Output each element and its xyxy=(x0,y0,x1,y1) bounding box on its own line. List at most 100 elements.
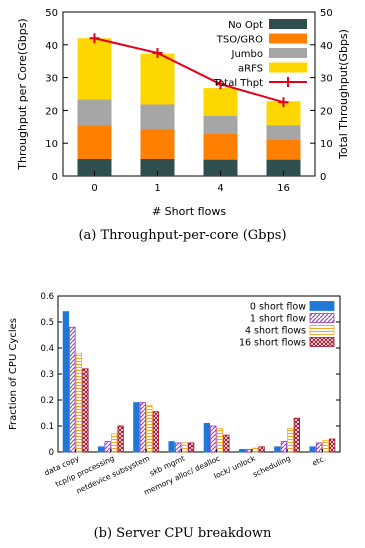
bar-segment xyxy=(77,125,112,159)
y2-tick-label: 0 xyxy=(320,172,326,183)
legend-label: No Opt xyxy=(228,20,263,31)
y-tick-label: 0.3 xyxy=(40,370,54,380)
y-tick-label: 0 xyxy=(49,448,54,458)
y-tick-label: 30 xyxy=(45,74,58,85)
y-tick-label: 0.1 xyxy=(40,422,54,432)
y-axis-title: Fraction of CPU Cycles xyxy=(8,318,19,430)
bar-segment xyxy=(77,158,112,176)
bar-segment xyxy=(77,38,112,100)
y-tick-label: 20 xyxy=(45,106,58,117)
chart2-caption: (b) Server CPU breakdown xyxy=(93,526,272,541)
bar-segment xyxy=(266,101,301,126)
x-tick-label: etc. xyxy=(311,454,328,468)
legend-swatch xyxy=(309,313,335,323)
bar-segment xyxy=(140,158,175,176)
x-tick-label: 0 xyxy=(91,183,97,194)
bar xyxy=(309,446,316,453)
legend-swatch xyxy=(309,301,335,311)
bar-segment xyxy=(140,53,175,105)
bar xyxy=(62,311,70,453)
bar xyxy=(210,425,217,453)
y2-tick-label: 50 xyxy=(320,8,333,19)
y-tick-label: 0.6 xyxy=(40,292,54,302)
y2-tick-label: 30 xyxy=(320,74,333,85)
y2-tick-label: 10 xyxy=(320,139,333,150)
y-axis-title: Throughput per Core(Gbps) xyxy=(16,18,29,170)
x-tick-label: scheduling xyxy=(251,454,292,479)
total-thpt-line xyxy=(94,37,284,104)
bar xyxy=(223,434,230,453)
throughput-chart: 0 0 10 10 20 20 30 30 40 40 50 50 0 1 4 16 No Opt TSO/GRO… xyxy=(16,8,350,218)
bar xyxy=(104,441,111,453)
legend-swatch xyxy=(309,337,335,347)
bar xyxy=(280,441,288,453)
y-tick-label: 10 xyxy=(45,139,58,150)
bar xyxy=(216,428,224,453)
bar-segment xyxy=(203,88,238,116)
plot-frame xyxy=(62,11,316,177)
bar xyxy=(322,439,329,453)
x-tick-label: 1 xyxy=(154,183,160,194)
chart1-caption: (a) Throughput-per-core (Gbps) xyxy=(78,228,287,243)
legend-swatch xyxy=(269,62,307,73)
legend-label: 0 short flow xyxy=(250,302,306,313)
bar xyxy=(287,428,294,453)
total-thpt-point xyxy=(152,48,163,58)
y-tick-label: 0.5 xyxy=(40,318,54,328)
bar xyxy=(293,417,301,453)
y2-axis-title: Total Throughput(Gbps) xyxy=(337,29,350,160)
bar-segment xyxy=(77,99,112,126)
bar xyxy=(245,448,252,453)
y-tick-label: 0.4 xyxy=(40,344,54,354)
x-axis-title: # Short flows xyxy=(152,205,226,218)
legend-label: aRFS xyxy=(238,64,263,75)
bar xyxy=(181,442,188,453)
bar xyxy=(110,433,118,453)
bar xyxy=(274,446,281,453)
bar xyxy=(146,404,153,453)
bar-segment xyxy=(203,134,238,160)
y-tick-label: 50 xyxy=(45,8,58,19)
legend-swatch xyxy=(269,19,307,29)
bar xyxy=(69,326,76,453)
bar xyxy=(238,448,246,453)
bar xyxy=(139,402,147,453)
bar xyxy=(75,352,83,453)
y-tick-label: 40 xyxy=(45,41,58,52)
bar-segment xyxy=(266,139,301,160)
legend-label: Jumbo xyxy=(231,49,264,60)
total-thpt-point xyxy=(278,97,289,108)
bar xyxy=(117,425,124,453)
total-thpt-point xyxy=(89,33,100,44)
legend-swatch xyxy=(269,33,307,44)
legend-swatch xyxy=(269,48,307,58)
bar-segment xyxy=(266,159,301,176)
legend-label: Total Thpt xyxy=(213,78,263,89)
bar xyxy=(187,442,195,453)
bar xyxy=(133,402,140,453)
legend-marker xyxy=(283,77,293,87)
bar xyxy=(315,442,323,453)
y2-tick-label: 20 xyxy=(320,106,333,117)
bar-segment xyxy=(203,115,238,135)
bar-segment xyxy=(203,159,238,176)
y-tick-label: 0.2 xyxy=(40,396,54,406)
bar xyxy=(82,368,89,453)
bar xyxy=(203,422,211,453)
legend-label: 1 short flow xyxy=(250,314,306,325)
bar xyxy=(152,411,160,453)
bar xyxy=(174,442,182,453)
y-tick-label: 0 xyxy=(52,172,58,183)
bar xyxy=(258,446,265,453)
y2-tick-label: 40 xyxy=(320,41,333,52)
bar-segment xyxy=(266,125,301,140)
legend-label: TSO/GRO xyxy=(216,35,263,46)
legend-swatch xyxy=(309,325,335,335)
bar xyxy=(251,447,259,453)
x-tick-label: 4 xyxy=(217,183,223,194)
legend-label: 4 short flows xyxy=(245,326,306,337)
bar xyxy=(168,441,175,453)
bar-segment xyxy=(140,104,175,130)
